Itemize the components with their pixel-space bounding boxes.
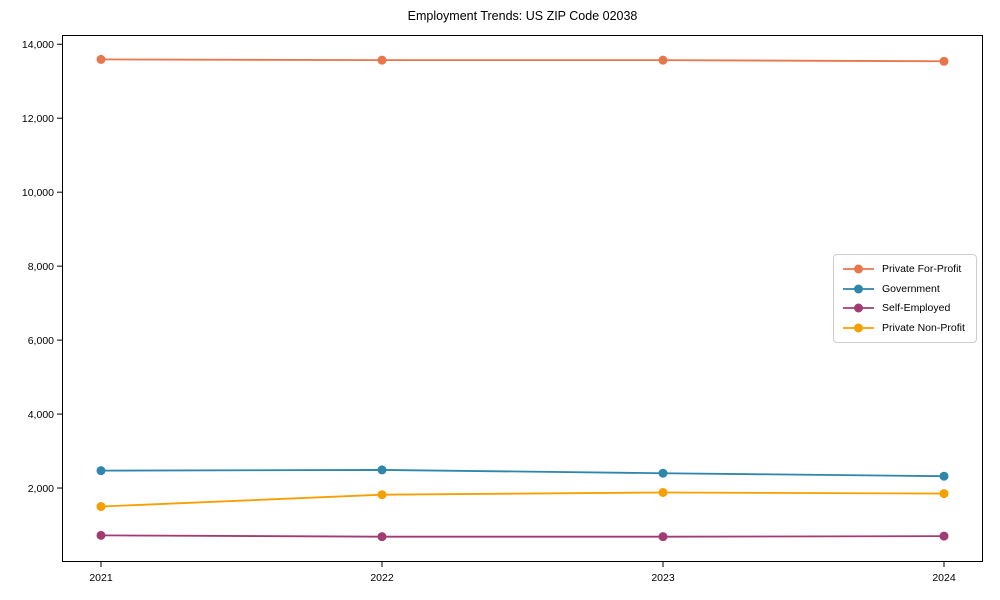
series-line-self-employed bbox=[100, 534, 945, 538]
data-point bbox=[939, 489, 949, 499]
data-point bbox=[96, 530, 106, 540]
y-tick-label: 6,000 bbox=[28, 335, 54, 347]
data-point bbox=[939, 531, 949, 541]
data-point bbox=[96, 54, 106, 64]
data-point bbox=[96, 466, 106, 476]
legend-entry: Private Non-Profit bbox=[842, 322, 968, 334]
legend-label: Private For-Profit bbox=[882, 262, 962, 275]
series-line-private-non-profit bbox=[100, 491, 945, 508]
chart-title: Employment Trends: US ZIP Code 02038 bbox=[407, 9, 638, 23]
legend-entry: Private For-Profit bbox=[842, 263, 968, 275]
series-line-government bbox=[100, 469, 945, 478]
plot-frame bbox=[62, 35, 983, 562]
data-point bbox=[377, 532, 387, 542]
data-point bbox=[939, 56, 949, 66]
data-point bbox=[658, 55, 668, 65]
y-tick-label: 12,000 bbox=[22, 113, 54, 125]
legend-swatch bbox=[843, 284, 874, 294]
legend-swatch bbox=[843, 303, 874, 313]
legend: Private For-Profit Government Self-Employe… bbox=[833, 254, 977, 343]
x-tick-label: 2024 bbox=[932, 572, 956, 584]
data-point bbox=[377, 55, 387, 65]
data-point bbox=[377, 490, 387, 500]
data-point bbox=[939, 471, 949, 481]
x-tick-label: 2021 bbox=[89, 572, 113, 584]
x-tick-label: 2022 bbox=[370, 572, 394, 584]
legend-label: Government bbox=[882, 282, 940, 295]
legend-entry: Government bbox=[842, 283, 968, 295]
y-tick-label: 4,000 bbox=[28, 409, 54, 421]
legend-label: Self-Employed bbox=[882, 302, 951, 315]
legend-swatch bbox=[843, 264, 874, 274]
legend-swatch bbox=[843, 323, 874, 333]
y-tick-label: 8,000 bbox=[28, 261, 54, 273]
legend-label: Private Non-Profit bbox=[882, 322, 965, 335]
data-point bbox=[96, 502, 106, 512]
data-point bbox=[658, 487, 668, 497]
series-line-private-for-profit bbox=[100, 58, 945, 63]
data-point bbox=[658, 532, 668, 542]
legend-entry: Self-Employed bbox=[842, 302, 968, 314]
x-tick-label: 2023 bbox=[651, 572, 675, 584]
y-tick-label: 2,000 bbox=[28, 483, 54, 495]
data-point bbox=[377, 465, 387, 475]
y-tick-label: 10,000 bbox=[22, 187, 54, 199]
data-point bbox=[658, 468, 668, 478]
y-tick-label: 14,000 bbox=[22, 39, 54, 51]
